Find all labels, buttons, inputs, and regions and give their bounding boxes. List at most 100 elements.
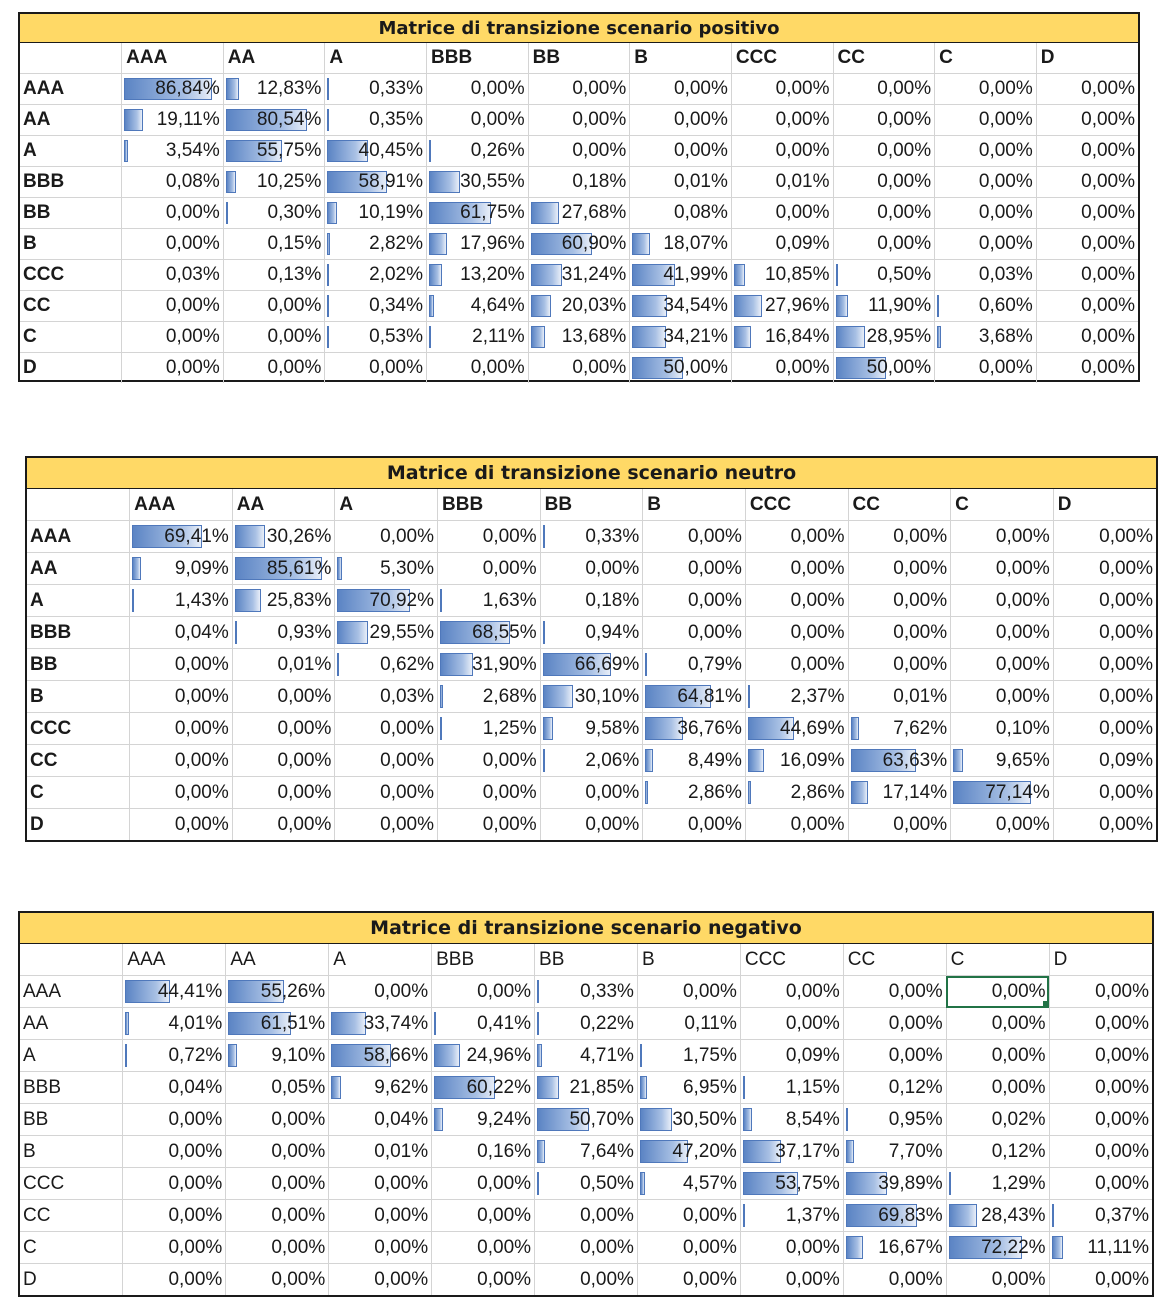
matrix-cell[interactable]: 1,43% bbox=[129, 584, 233, 617]
matrix-cell[interactable]: 0,00% bbox=[1049, 1007, 1152, 1040]
column-header[interactable]: CCC bbox=[745, 489, 849, 521]
matrix-cell[interactable]: 0,00% bbox=[1036, 321, 1138, 353]
matrix-cell[interactable]: 10,85% bbox=[731, 259, 834, 291]
matrix-cell[interactable]: 0,00% bbox=[1049, 1167, 1152, 1200]
matrix-cell[interactable]: 0,00% bbox=[740, 975, 844, 1008]
matrix-cell[interactable]: 0,00% bbox=[225, 1135, 330, 1168]
matrix-cell[interactable]: 0,00% bbox=[745, 520, 849, 553]
matrix-cell[interactable]: 19,11% bbox=[121, 104, 224, 136]
matrix-cell[interactable]: 0,02% bbox=[946, 1103, 1050, 1136]
matrix-cell[interactable]: 0,13% bbox=[223, 259, 326, 291]
matrix-cell[interactable]: 0,00% bbox=[437, 520, 541, 553]
matrix-cell[interactable]: 0,09% bbox=[731, 228, 834, 260]
matrix-cell[interactable]: 0,34% bbox=[324, 290, 427, 322]
matrix-cell[interactable]: 4,01% bbox=[122, 1007, 227, 1040]
column-header[interactable]: D bbox=[1053, 489, 1156, 521]
row-header[interactable]: B bbox=[20, 228, 123, 260]
column-header[interactable]: CCC bbox=[740, 944, 844, 976]
matrix-cell[interactable]: 44,69% bbox=[745, 712, 849, 745]
matrix-cell[interactable]: 0,00% bbox=[843, 975, 947, 1008]
matrix-cell[interactable]: 9,58% bbox=[540, 712, 644, 745]
matrix-cell[interactable]: 50,70% bbox=[534, 1103, 638, 1136]
row-header[interactable]: CC bbox=[20, 1199, 124, 1232]
matrix-cell[interactable]: 64,81% bbox=[642, 680, 746, 713]
row-header[interactable]: C bbox=[27, 776, 131, 809]
column-header[interactable]: BBB bbox=[437, 489, 541, 521]
row-header[interactable]: BBB bbox=[20, 166, 123, 198]
row-header[interactable]: CC bbox=[20, 290, 123, 322]
matrix-cell[interactable]: 0,26% bbox=[426, 135, 529, 167]
matrix-cell[interactable]: 0,00% bbox=[1036, 166, 1138, 198]
matrix-cell[interactable]: 50,00% bbox=[629, 352, 732, 383]
matrix-cell[interactable]: 0,93% bbox=[232, 616, 336, 649]
row-header[interactable]: D bbox=[20, 352, 123, 383]
column-header[interactable]: AA bbox=[225, 944, 330, 976]
matrix-cell[interactable]: 58,91% bbox=[324, 166, 427, 198]
row-header[interactable]: CCC bbox=[20, 259, 123, 291]
matrix-cell[interactable]: 0,00% bbox=[223, 321, 326, 353]
matrix-cell[interactable]: 0,53% bbox=[324, 321, 427, 353]
matrix-cell[interactable]: 0,00% bbox=[232, 680, 336, 713]
matrix-cell[interactable]: 0,00% bbox=[745, 616, 849, 649]
matrix-cell[interactable]: 0,00% bbox=[1036, 228, 1138, 260]
matrix-cell[interactable]: 0,01% bbox=[848, 680, 952, 713]
column-header[interactable]: BBB bbox=[426, 43, 529, 74]
matrix-cell[interactable]: 0,00% bbox=[642, 584, 746, 617]
matrix-cell[interactable]: 0,00% bbox=[731, 352, 834, 383]
matrix-cell[interactable]: 0,00% bbox=[848, 808, 952, 840]
matrix-cell[interactable]: 0,50% bbox=[534, 1167, 638, 1200]
matrix-cell[interactable]: 0,30% bbox=[223, 197, 326, 229]
matrix-cell[interactable]: 0,00% bbox=[848, 648, 952, 681]
matrix-cell[interactable]: 0,33% bbox=[534, 975, 638, 1008]
row-header[interactable]: BBB bbox=[20, 1071, 124, 1104]
matrix-cell[interactable]: 0,04% bbox=[122, 1071, 227, 1104]
matrix-cell[interactable]: 30,26% bbox=[232, 520, 336, 553]
matrix-cell[interactable]: 55,75% bbox=[223, 135, 326, 167]
matrix-cell[interactable]: 50,00% bbox=[833, 352, 936, 383]
matrix-cell[interactable]: 0,00% bbox=[1036, 197, 1138, 229]
matrix-cell[interactable]: 0,00% bbox=[1053, 712, 1156, 745]
matrix-cell[interactable]: 0,00% bbox=[1036, 104, 1138, 136]
matrix-cell[interactable]: 61,75% bbox=[426, 197, 529, 229]
matrix-cell[interactable]: 13,68% bbox=[528, 321, 631, 353]
matrix-cell[interactable]: 63,63% bbox=[848, 744, 952, 777]
matrix-cell[interactable]: 11,90% bbox=[833, 290, 936, 322]
matrix-cell[interactable]: 0,00% bbox=[934, 228, 1037, 260]
matrix-cell[interactable]: 86,84% bbox=[121, 73, 224, 105]
matrix-cell[interactable]: 0,00% bbox=[334, 712, 438, 745]
matrix-cell[interactable]: 3,54% bbox=[121, 135, 224, 167]
matrix-cell[interactable]: 0,18% bbox=[528, 166, 631, 198]
matrix-cell[interactable]: 68,55% bbox=[437, 616, 541, 649]
row-header[interactable]: AA bbox=[20, 104, 123, 136]
matrix-cell[interactable]: 0,00% bbox=[328, 1263, 433, 1295]
matrix-cell[interactable]: 0,00% bbox=[431, 1167, 536, 1200]
matrix-cell[interactable]: 0,00% bbox=[731, 197, 834, 229]
row-header[interactable]: BBB bbox=[27, 616, 131, 649]
matrix-cell[interactable]: 0,00% bbox=[225, 1199, 330, 1232]
row-header[interactable]: A bbox=[27, 584, 131, 617]
matrix-cell[interactable]: 0,50% bbox=[833, 259, 936, 291]
matrix-cell[interactable]: 0,00% bbox=[950, 520, 1054, 553]
matrix-cell[interactable]: 0,00% bbox=[1036, 290, 1138, 322]
row-header[interactable]: CCC bbox=[27, 712, 131, 745]
matrix-cell[interactable]: 0,00% bbox=[848, 552, 952, 585]
column-header[interactable]: AAA bbox=[121, 43, 224, 74]
matrix-cell[interactable]: 6,95% bbox=[637, 1071, 741, 1104]
matrix-cell[interactable]: 0,00% bbox=[540, 808, 644, 840]
matrix-cell[interactable]: 37,17% bbox=[740, 1135, 844, 1168]
row-header[interactable]: CC bbox=[27, 744, 131, 777]
matrix-cell[interactable]: 47,20% bbox=[637, 1135, 741, 1168]
matrix-cell[interactable]: 0,00% bbox=[934, 104, 1037, 136]
column-header[interactable]: B bbox=[642, 489, 746, 521]
matrix-cell[interactable]: 1,15% bbox=[740, 1071, 844, 1104]
matrix-cell[interactable]: 0,00% bbox=[121, 228, 224, 260]
matrix-cell[interactable]: 0,00% bbox=[1049, 1071, 1152, 1104]
matrix-cell[interactable]: 0,00% bbox=[934, 73, 1037, 105]
matrix-cell[interactable]: 0,00% bbox=[950, 584, 1054, 617]
matrix-cell[interactable]: 0,00% bbox=[629, 104, 732, 136]
matrix-cell[interactable]: 21,85% bbox=[534, 1071, 638, 1104]
matrix-cell[interactable]: 0,00% bbox=[642, 808, 746, 840]
matrix-cell[interactable]: 0,12% bbox=[946, 1135, 1050, 1168]
matrix-cell[interactable]: 0,00% bbox=[1049, 1039, 1152, 1072]
column-header[interactable]: C bbox=[946, 944, 1050, 976]
